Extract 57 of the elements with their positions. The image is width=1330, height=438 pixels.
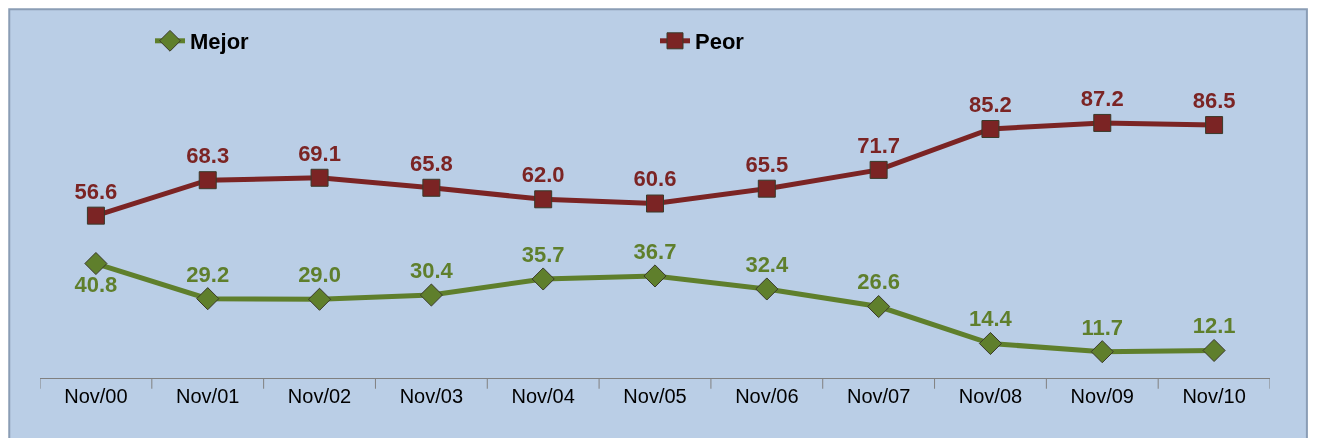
data-label: 71.7 bbox=[857, 132, 901, 158]
data-label: 85.2 bbox=[969, 91, 1012, 117]
point bbox=[867, 295, 891, 319]
legend-label: Peor bbox=[695, 29, 745, 55]
point bbox=[643, 264, 667, 288]
point bbox=[84, 251, 108, 276]
point bbox=[981, 120, 1000, 138]
data-label: 65.5 bbox=[745, 151, 789, 177]
data-label: 62.0 bbox=[521, 162, 565, 188]
x-tick-label: Nov/01 bbox=[176, 385, 240, 407]
point bbox=[86, 206, 105, 225]
data-label: 29.0 bbox=[298, 262, 341, 288]
data-label: 69.1 bbox=[298, 140, 341, 166]
x-tick-label: Nov/03 bbox=[399, 385, 464, 407]
x-tick-label: Nov/09 bbox=[1070, 385, 1134, 407]
point bbox=[1205, 116, 1224, 135]
point bbox=[531, 267, 555, 291]
data-label: 30.4 bbox=[409, 257, 454, 283]
point bbox=[755, 277, 779, 301]
data-label: 65.8 bbox=[409, 150, 453, 176]
data-label: 29.2 bbox=[186, 261, 230, 287]
point bbox=[1093, 113, 1112, 132]
x-tick-label: Nov/04 bbox=[511, 385, 575, 407]
data-label: 26.6 bbox=[857, 269, 901, 295]
data-label: 86.5 bbox=[1192, 87, 1236, 113]
point bbox=[534, 190, 553, 209]
data-label: 35.7 bbox=[521, 241, 565, 267]
point bbox=[422, 178, 441, 197]
point bbox=[646, 194, 664, 213]
data-label: 68.3 bbox=[186, 143, 230, 169]
x-tick-label: Nov/02 bbox=[287, 385, 352, 407]
data-label: 40.8 bbox=[74, 271, 118, 297]
point bbox=[308, 287, 332, 311]
x-tick-label: Nov/06 bbox=[735, 385, 799, 407]
point bbox=[196, 287, 220, 311]
point bbox=[1202, 338, 1226, 363]
data-label: 14.4 bbox=[969, 306, 1013, 332]
x-tick-label: Nov/10 bbox=[1182, 385, 1246, 407]
data-label: 87.2 bbox=[1080, 85, 1124, 111]
point bbox=[1090, 340, 1114, 364]
data-label: 12.1 bbox=[1192, 313, 1236, 339]
x-tick-label: Nov/07 bbox=[846, 385, 911, 407]
data-label: 11.7 bbox=[1081, 314, 1124, 340]
point bbox=[978, 331, 1002, 356]
x-tick-label: Nov/05 bbox=[623, 385, 687, 407]
legend-label: Mejor bbox=[190, 29, 250, 55]
data-label: 32.4 bbox=[745, 251, 789, 277]
point bbox=[198, 171, 217, 190]
point bbox=[869, 160, 888, 179]
x-tick-label: Nov/08 bbox=[958, 385, 1023, 407]
point bbox=[310, 168, 329, 187]
x-tick-label: Nov/00 bbox=[64, 385, 128, 407]
point bbox=[757, 179, 776, 198]
data-label: 60.6 bbox=[633, 166, 677, 192]
data-label: 56.6 bbox=[74, 178, 118, 204]
point bbox=[419, 283, 443, 307]
data-label: 36.7 bbox=[633, 238, 677, 264]
